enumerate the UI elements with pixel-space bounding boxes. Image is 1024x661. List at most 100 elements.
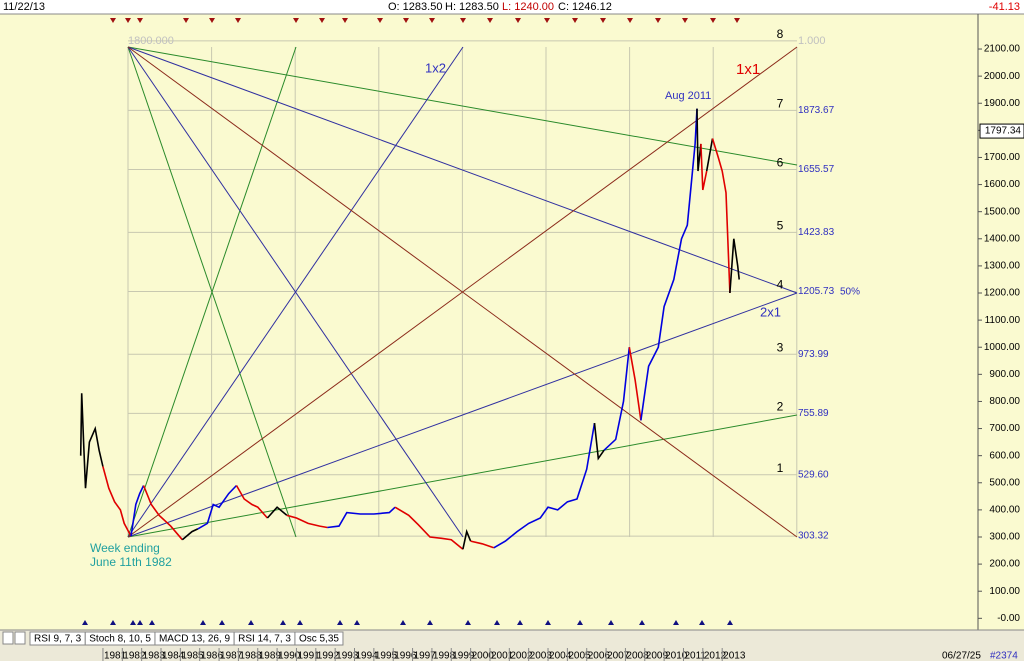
level-label: 1655.57 [798, 164, 835, 175]
last-price-box [979, 123, 1024, 139]
level-label: 1873.67 [798, 105, 835, 116]
bottom-marker [297, 620, 303, 625]
top-marker [627, 18, 633, 23]
indicator-tab-label: RSI 14, 7, 3 [238, 634, 291, 645]
scroll-button [14, 631, 26, 645]
price-line [235, 485, 268, 519]
x-tick-label: 1999 [452, 651, 475, 661]
bottom-marker [149, 620, 155, 625]
bottom-marker [219, 620, 225, 625]
footer-id: #2374 [990, 651, 1018, 661]
bottom-marker [400, 620, 406, 625]
bottom-marker [577, 620, 583, 625]
y-tick-label: 1900.00 [984, 98, 1021, 109]
bottom-marker [200, 620, 206, 625]
level-label: 755.89 [798, 408, 829, 419]
header-high: H: 1283.50 [445, 1, 499, 13]
y-tick-label: 700.00 [989, 423, 1020, 434]
fan-line [127, 46, 798, 166]
top-marker [377, 18, 383, 23]
bottom-marker [727, 620, 733, 625]
price-line [640, 108, 698, 421]
x-tick-label: 1992 [317, 651, 340, 661]
top-marker [655, 18, 661, 23]
x-tick-label: 2012 [704, 651, 727, 661]
bottom-marker [699, 620, 705, 625]
grid-top-label: 1.000 [798, 35, 826, 47]
x-tick-label: 1994 [356, 651, 379, 661]
x-tick-label: 2009 [646, 651, 669, 661]
top-marker [125, 18, 131, 23]
level-label: 1205.73 [798, 286, 835, 297]
x-tick-label: 1986 [201, 651, 224, 661]
top-marker [682, 18, 688, 23]
x-tick-label: 2008 [626, 651, 649, 661]
y-tick-label: 1100.00 [985, 315, 1021, 326]
indicator-tab-label: MACD 13, 26, 9 [159, 634, 231, 645]
price-line [700, 143, 708, 191]
level-count: 4 [777, 278, 784, 292]
header-low: L: 1240.00 [502, 1, 554, 13]
bottom-marker [465, 620, 471, 625]
price-line [705, 138, 714, 172]
top-marker [710, 18, 716, 23]
header-open: O: 1283.50 [388, 1, 442, 13]
x-tick-label: 1989 [259, 651, 282, 661]
indicator-tabs: RSI 9, 7, 3 Stoch 8, 10, 5 MACD 13, 26, 9 R… [2, 631, 344, 646]
y-tick-label: 600.00 [989, 450, 1020, 461]
y-tick-label: 1200.00 [984, 288, 1021, 299]
indicator-tab[interactable] [294, 631, 344, 646]
bottom-marker [337, 620, 343, 625]
y-tick-label: -0.00 [997, 613, 1020, 624]
top-marker [319, 18, 325, 23]
level-count: 1 [777, 461, 784, 475]
bottom-marker [608, 620, 614, 625]
x-tick-label: 2003 [530, 651, 553, 661]
y-tick-label: 200.00 [989, 559, 1020, 570]
bottom-marker [494, 620, 500, 625]
fan-line [127, 46, 464, 538]
x-tick-label: 1997 [414, 651, 437, 661]
level-count: 5 [777, 219, 784, 233]
annotation: June 11th 1982 [90, 555, 172, 569]
top-marker [183, 18, 189, 23]
price-line [142, 485, 183, 541]
bottom-marker [130, 620, 136, 625]
fan-line [127, 46, 297, 538]
top-marker [342, 18, 348, 23]
last-price-label: 1797.34 [985, 126, 1022, 137]
price-line [729, 238, 740, 294]
annotation: 50% [840, 287, 860, 298]
x-tick-label: 1983 [143, 651, 166, 661]
x-tick-label: 1988 [239, 651, 262, 661]
price-line [130, 485, 145, 537]
x-tick-label: 2010 [665, 651, 688, 661]
annotation: 1x2 [425, 60, 446, 75]
y-tick-label: 1600.00 [984, 179, 1021, 190]
x-tick-label: 2013 [723, 651, 746, 661]
bottom-marker [673, 620, 679, 625]
price-line [79, 393, 104, 489]
y-tick-label: 1000.00 [984, 342, 1021, 353]
level-label: 1423.83 [798, 227, 835, 238]
top-marker [515, 18, 521, 23]
fan-line [127, 46, 798, 294]
header-change: -41.13 [989, 1, 1020, 13]
x-tick-label: 2004 [549, 651, 572, 661]
x-tick-label: 1984 [162, 651, 185, 661]
fan-line [127, 414, 798, 538]
bottom-marker [354, 620, 360, 625]
x-tick-label: 1982 [123, 651, 146, 661]
top-marker [460, 18, 466, 23]
annotation: 1x1 [736, 61, 760, 78]
x-tick-label: 1995 [375, 651, 398, 661]
y-tick-label: 1400.00 [984, 233, 1021, 244]
bottom-marker [110, 620, 116, 625]
x-tick-label: 2007 [607, 651, 630, 661]
scroll-button [2, 631, 14, 645]
x-tick-label: 2006 [588, 651, 611, 661]
grid-origin-label: 1800.000 [128, 35, 174, 47]
level-count: 6 [777, 156, 784, 170]
price-line [181, 528, 199, 541]
price-line [266, 506, 288, 519]
